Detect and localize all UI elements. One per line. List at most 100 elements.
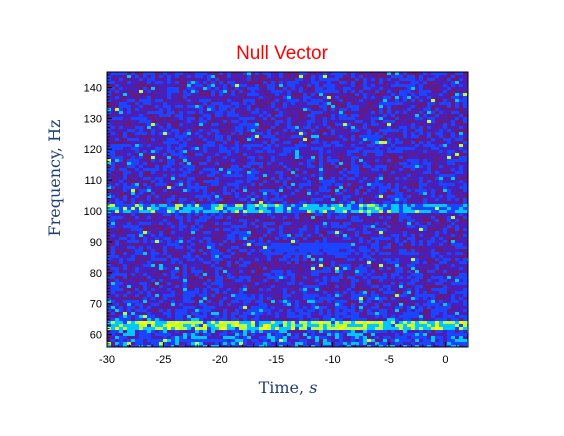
heatmap-cell	[283, 132, 288, 136]
heatmap-cell	[115, 96, 120, 100]
heatmap-cell	[267, 114, 272, 118]
heatmap-cell	[163, 201, 168, 205]
heatmap-cell	[295, 198, 300, 202]
heatmap-cell	[379, 129, 384, 133]
heatmap-cell	[175, 210, 180, 214]
heatmap-cell	[263, 123, 268, 127]
heatmap-cell	[431, 129, 436, 133]
heatmap-cell	[443, 132, 448, 136]
heatmap-cell	[155, 180, 160, 184]
heatmap-cell	[399, 219, 404, 223]
heatmap-cell	[111, 120, 116, 124]
heatmap-cell	[339, 96, 344, 100]
heatmap-cell	[203, 108, 208, 112]
heatmap-cell	[163, 108, 168, 112]
heatmap-cell	[203, 126, 208, 130]
heatmap-cell	[355, 84, 360, 88]
heatmap-cell	[179, 114, 184, 118]
heatmap-cell	[331, 234, 336, 238]
heatmap-cell	[147, 189, 152, 193]
heatmap-cell	[183, 168, 188, 172]
heatmap-cell	[359, 123, 364, 127]
heatmap-cell	[403, 93, 408, 97]
heatmap-cell	[127, 195, 132, 199]
heatmap-cell	[171, 198, 176, 202]
heatmap-cell	[151, 201, 156, 205]
heatmap-cell	[319, 219, 324, 223]
heatmap-cell	[171, 228, 176, 232]
heatmap-cell	[115, 102, 120, 106]
heatmap-cell	[319, 129, 324, 133]
heatmap-cell	[187, 78, 192, 82]
heatmap-cell	[355, 114, 360, 118]
heatmap-cell	[451, 189, 456, 193]
heatmap-cell	[451, 192, 456, 196]
heatmap-cell	[443, 210, 448, 214]
heatmap-cell	[407, 165, 412, 169]
heatmap-cell	[331, 201, 336, 205]
heatmap-cell	[143, 144, 148, 148]
heatmap-cell	[339, 180, 344, 184]
heatmap-cell	[339, 78, 344, 82]
heatmap-cell	[335, 153, 340, 157]
heatmap-cell	[259, 162, 264, 166]
heatmap-cell	[411, 210, 416, 214]
heatmap-cell	[195, 231, 200, 235]
heatmap-cell	[171, 111, 176, 115]
heatmap-cell	[247, 210, 252, 214]
heatmap-cell	[415, 234, 420, 238]
heatmap-cell	[171, 102, 176, 106]
heatmap-cell	[335, 177, 340, 181]
heatmap-cell	[223, 78, 228, 82]
heatmap-cell	[447, 183, 452, 187]
heatmap-cell	[199, 87, 204, 91]
heatmap-cell	[435, 228, 440, 232]
heatmap-cell	[419, 231, 424, 235]
heatmap-cell	[215, 150, 220, 154]
heatmap-cell	[367, 144, 372, 148]
heatmap-cell	[435, 183, 440, 187]
heatmap-cell	[111, 84, 116, 88]
heatmap-cell	[227, 156, 232, 160]
heatmap-cell	[195, 84, 200, 88]
heatmap-cell	[259, 114, 264, 118]
heatmap-cell	[335, 216, 340, 220]
heatmap-cell	[395, 75, 400, 79]
heatmap-cell	[355, 225, 360, 229]
heatmap-cell	[227, 147, 232, 151]
heatmap-cell	[167, 186, 172, 190]
heatmap-cell	[135, 201, 140, 205]
heatmap-cell	[163, 168, 168, 172]
heatmap-cell	[259, 189, 264, 193]
heatmap-cell	[359, 72, 364, 76]
heatmap-cell	[315, 231, 320, 235]
heatmap-cell	[271, 153, 276, 157]
heatmap-cell	[295, 120, 300, 124]
heatmap-cell	[171, 147, 176, 151]
heatmap-cell	[255, 198, 260, 202]
heatmap-cell	[219, 96, 224, 100]
heatmap-cell	[299, 120, 304, 124]
heatmap-cell	[203, 132, 208, 136]
heatmap-cell	[379, 153, 384, 157]
heatmap-cell	[263, 102, 268, 106]
heatmap-cell	[283, 183, 288, 187]
heatmap-cell	[411, 144, 416, 148]
heatmap-cell	[127, 162, 132, 166]
heatmap-cell	[111, 147, 116, 151]
heatmap-cell	[167, 108, 172, 112]
heatmap-cell	[227, 108, 232, 112]
heatmap-cell	[391, 189, 396, 193]
heatmap-cell	[155, 201, 160, 205]
heatmap-cell	[219, 225, 224, 229]
heatmap-cell	[263, 72, 268, 76]
heatmap-cell	[195, 207, 200, 211]
heatmap-cell	[251, 171, 256, 175]
heatmap-cell	[179, 81, 184, 85]
heatmap-cell	[379, 207, 384, 211]
heatmap-cell	[275, 204, 280, 208]
heatmap-cell	[423, 102, 428, 106]
heatmap-cell	[119, 135, 124, 139]
heatmap-cell	[131, 120, 136, 124]
heatmap-cell	[199, 171, 204, 175]
